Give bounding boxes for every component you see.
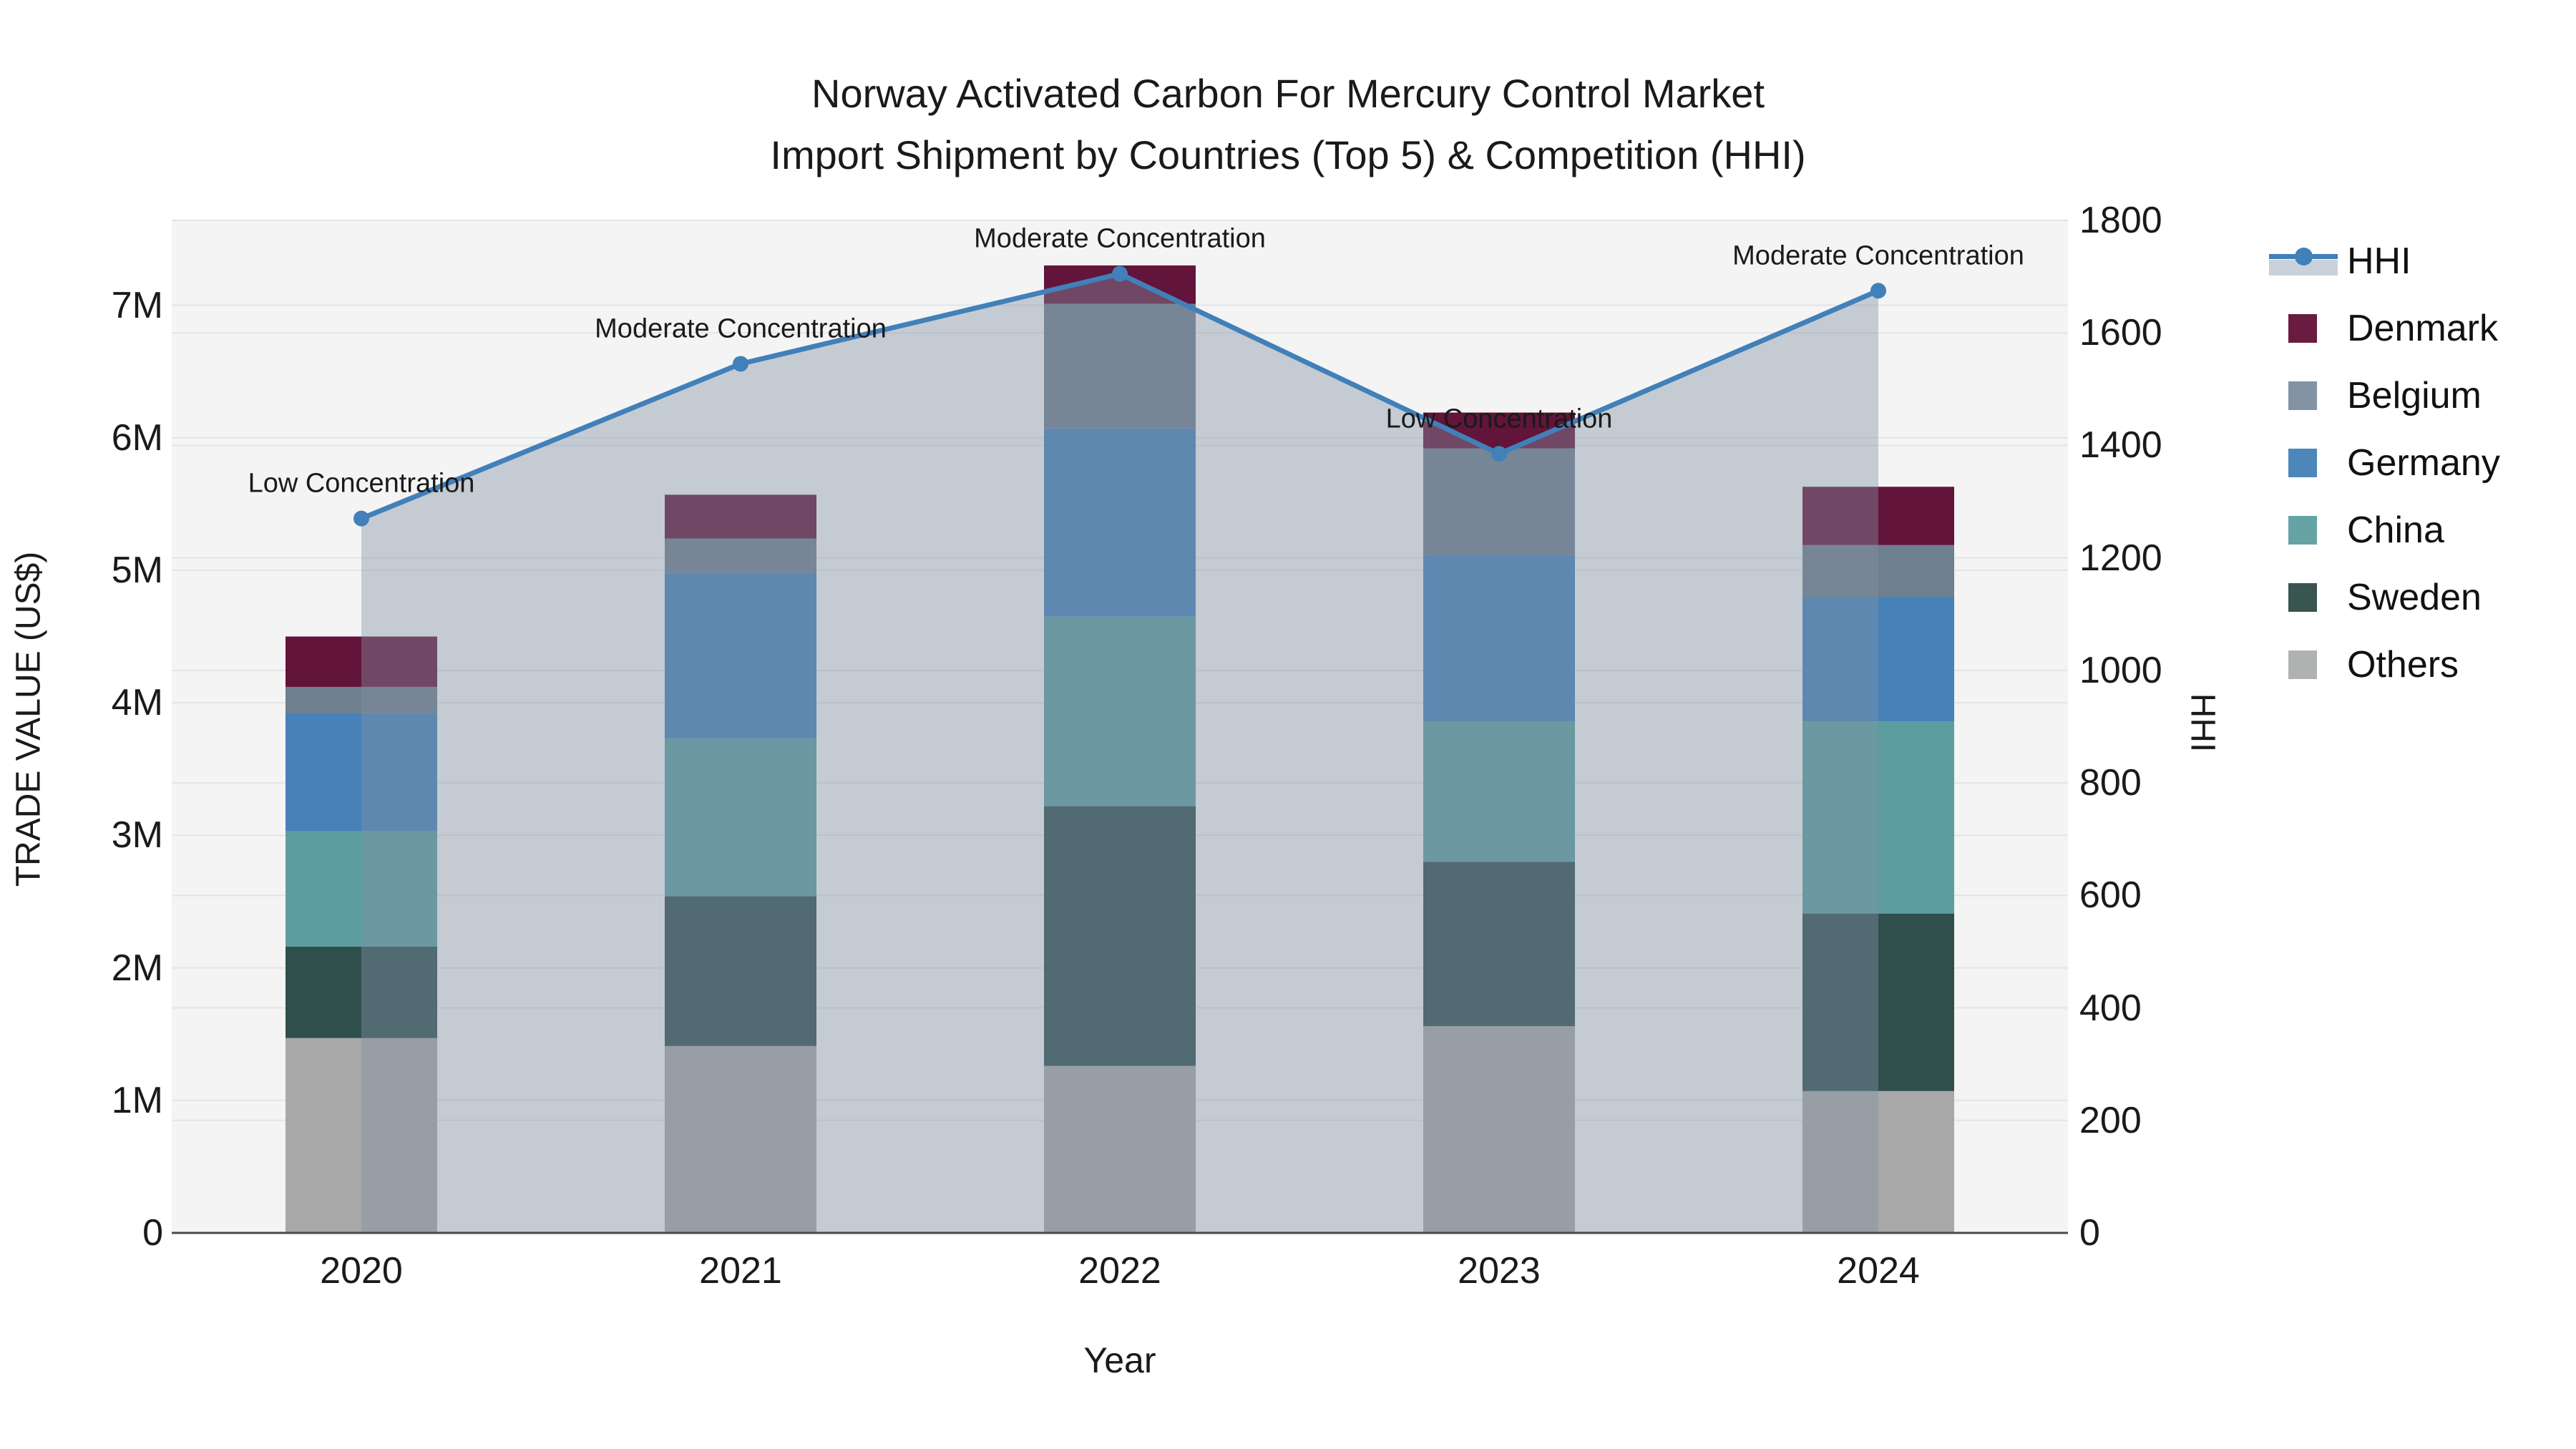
bar-segment-denmark-2024[interactable]	[1802, 487, 1954, 545]
left-tick-6M: 6M	[111, 416, 163, 459]
bar-segment-others-2021[interactable]	[665, 1045, 816, 1233]
legend-label: China	[2347, 509, 2444, 551]
legend-label: Germany	[2347, 442, 2500, 484]
left-tick-7M: 7M	[111, 284, 163, 326]
bar-segment-germany-2020[interactable]	[286, 713, 437, 831]
x-tick-2023: 2023	[1458, 1250, 1541, 1292]
bar-segment-others-2022[interactable]	[1044, 1065, 1196, 1233]
x-tick-2022: 2022	[1078, 1250, 1161, 1292]
right-tick-600: 600	[2079, 874, 2142, 917]
bar-segment-denmark-2021[interactable]	[665, 494, 816, 539]
legend-item-belgium[interactable]: Belgium	[2265, 362, 2500, 429]
left-tick-4M: 4M	[111, 682, 163, 724]
legend-item-china[interactable]: China	[2265, 497, 2500, 564]
hhi-line-sample-icon	[2269, 245, 2338, 277]
right-axis-title: HHI	[2183, 693, 2222, 753]
bar-segment-sweden-2021[interactable]	[665, 896, 816, 1046]
chart-subtitle: Import Shipment by Countries (Top 5) & C…	[770, 132, 1806, 177]
left-tick-3M: 3M	[111, 814, 163, 857]
x-tick-2020: 2020	[320, 1250, 403, 1292]
bar-segment-germany-2022[interactable]	[1044, 428, 1196, 617]
right-tick-1400: 1400	[2079, 424, 2162, 467]
bar-segment-china-2024[interactable]	[1802, 721, 1954, 914]
chart-title: Norway Activated Carbon For Mercury Cont…	[811, 71, 1765, 116]
right-tick-1000: 1000	[2079, 649, 2162, 691]
bar-segment-belgium-2023[interactable]	[1423, 448, 1575, 556]
right-tick-1200: 1200	[2079, 537, 2162, 579]
left-tick-1M: 1M	[111, 1079, 163, 1121]
x-axis-title: Year	[1083, 1340, 1156, 1380]
legend-label: Sweden	[2347, 577, 2482, 618]
legend-item-denmark[interactable]: Denmark	[2265, 295, 2500, 362]
right-tick-400: 400	[2079, 987, 2142, 1029]
hhi-marker-2024[interactable]	[1870, 283, 1886, 299]
legend-label: Belgium	[2347, 375, 2482, 416]
bar-segment-belgium-2020[interactable]	[286, 686, 437, 713]
germany-swatch-icon	[2288, 449, 2317, 477]
hhi-marker-2020[interactable]	[353, 510, 369, 527]
x-tick-2021: 2021	[699, 1250, 782, 1292]
bar-segment-china-2022[interactable]	[1044, 616, 1196, 806]
bar-segment-china-2023[interactable]	[1423, 721, 1575, 862]
legend: HHI Denmark Belgium Germany China Sweden Other…	[2265, 228, 2500, 698]
annotation-2021: Moderate Concentration	[595, 313, 887, 343]
bar-segment-sweden-2023[interactable]	[1423, 862, 1575, 1027]
china-swatch-icon	[2288, 516, 2317, 545]
belgium-swatch-icon	[2288, 381, 2317, 410]
hhi-marker-2022[interactable]	[1112, 265, 1128, 282]
right-tick-800: 800	[2079, 762, 2142, 804]
annotation-2023: Low Concentration	[1386, 404, 1613, 434]
denmark-swatch-icon	[2288, 314, 2317, 343]
bar-segment-germany-2023[interactable]	[1423, 555, 1575, 722]
bar-segment-belgium-2021[interactable]	[665, 538, 816, 573]
bar-segment-china-2020[interactable]	[286, 831, 437, 947]
left-tick-2M: 2M	[111, 947, 163, 989]
bar-segment-others-2020[interactable]	[286, 1038, 437, 1233]
legend-label: HHI	[2347, 240, 2411, 282]
legend-label: Denmark	[2347, 308, 2498, 349]
right-tick-1600: 1600	[2079, 312, 2162, 354]
hhi-marker-2023[interactable]	[1491, 446, 1507, 462]
annotation-2024: Moderate Concentration	[1732, 240, 2024, 270]
bar-segment-germany-2024[interactable]	[1802, 596, 1954, 722]
legend-item-germany[interactable]: Germany	[2265, 429, 2500, 497]
bar-segment-sweden-2020[interactable]	[286, 946, 437, 1038]
annotation-2022: Moderate Concentration	[974, 224, 1266, 254]
legend-label: Others	[2347, 644, 2459, 686]
legend-item-hhi[interactable]: HHI	[2265, 228, 2500, 295]
left-tick-5M: 5M	[111, 549, 163, 591]
sweden-swatch-icon	[2288, 583, 2317, 612]
right-tick-0: 0	[2079, 1212, 2100, 1254]
bar-segment-denmark-2020[interactable]	[286, 636, 437, 687]
left-tick-0: 0	[142, 1212, 163, 1254]
bar-segment-others-2024[interactable]	[1802, 1091, 1954, 1233]
annotation-2020: Low Concentration	[248, 469, 475, 499]
legend-item-sweden[interactable]: Sweden	[2265, 564, 2500, 631]
hhi-area-fill	[361, 273, 1878, 1233]
bar-segment-belgium-2024[interactable]	[1802, 545, 1954, 597]
bar-segment-sweden-2022[interactable]	[1044, 806, 1196, 1066]
others-swatch-icon	[2288, 650, 2317, 679]
bar-segment-sweden-2024[interactable]	[1802, 913, 1954, 1091]
legend-item-others[interactable]: Others	[2265, 631, 2500, 698]
bar-segment-others-2023[interactable]	[1423, 1026, 1575, 1233]
x-tick-2024: 2024	[1837, 1250, 1920, 1292]
bar-segment-belgium-2022[interactable]	[1044, 303, 1196, 429]
right-tick-200: 200	[2079, 1099, 2142, 1141]
bar-segment-china-2021[interactable]	[665, 738, 816, 897]
right-tick-1800: 1800	[2079, 200, 2162, 241]
bar-segment-germany-2021[interactable]	[665, 572, 816, 739]
hhi-marker-2021[interactable]	[733, 356, 748, 372]
